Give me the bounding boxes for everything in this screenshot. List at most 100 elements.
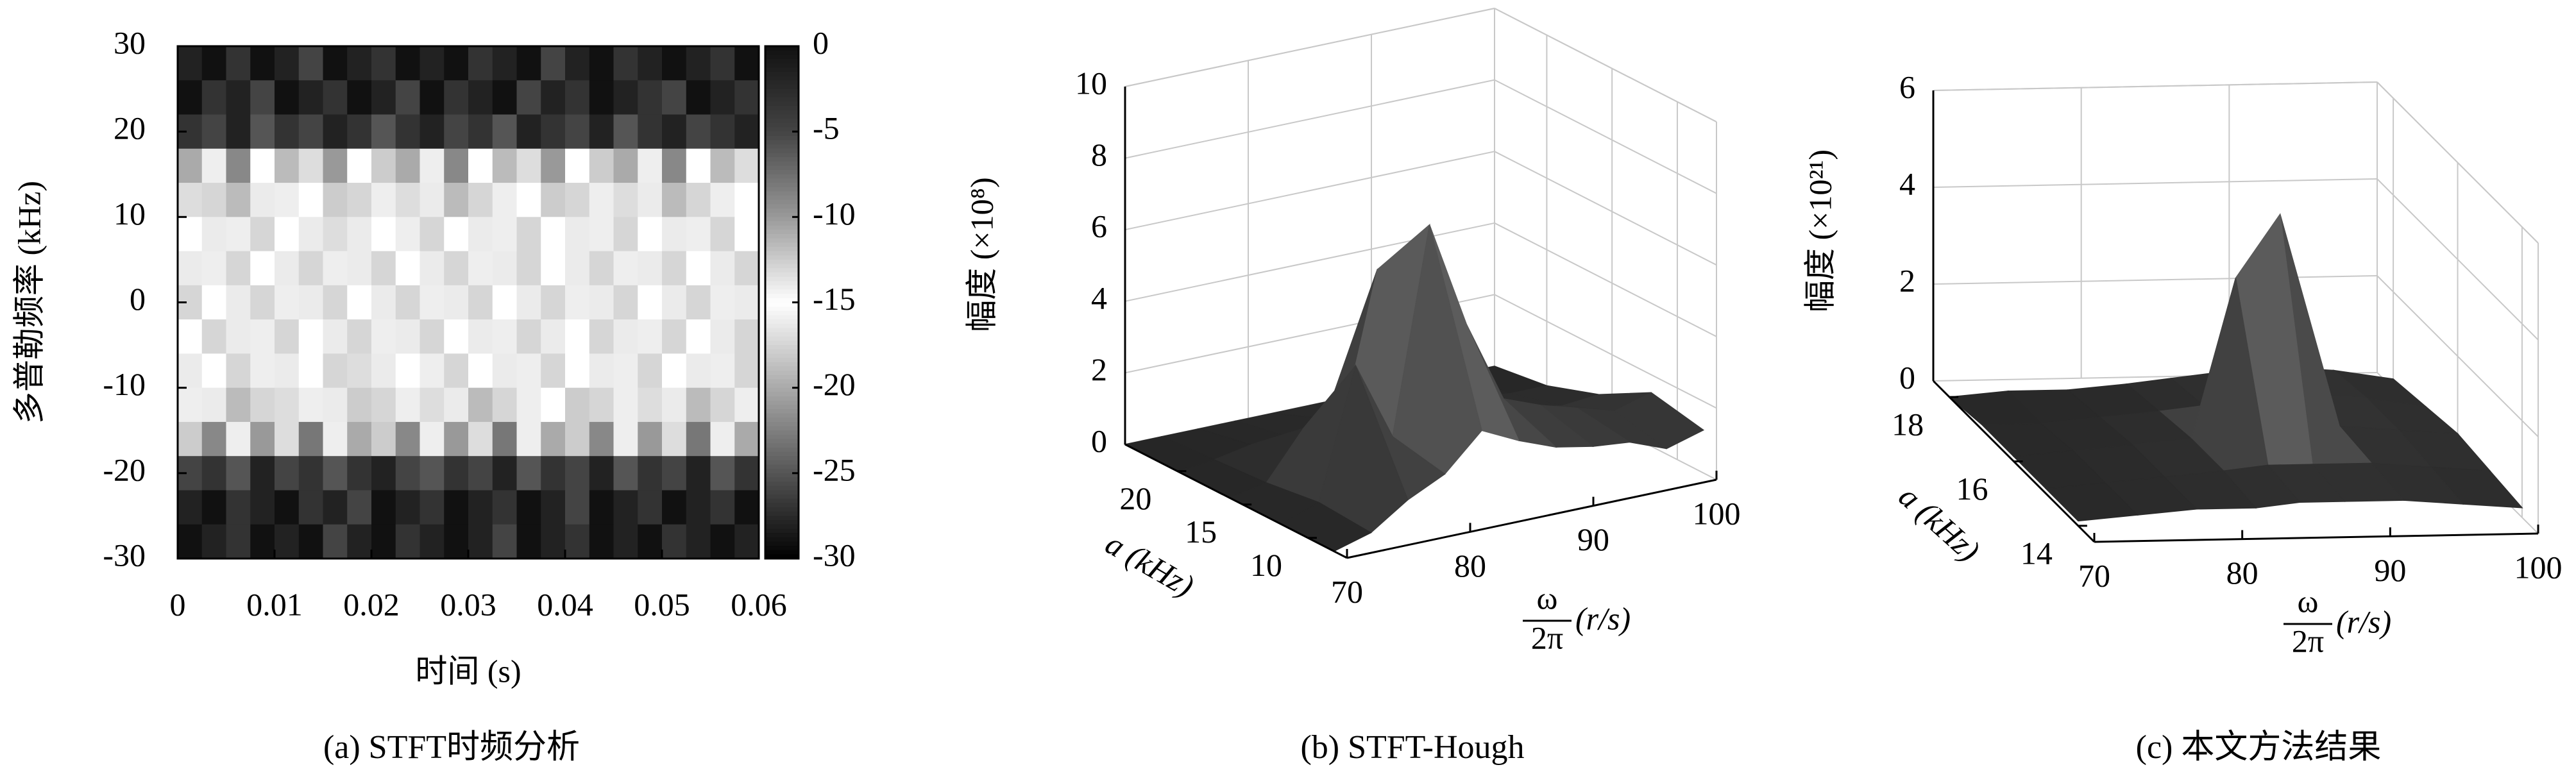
heatmap-cell xyxy=(201,114,227,149)
heatmap-cell xyxy=(444,524,469,559)
heatmap-cell xyxy=(541,319,566,354)
heatmap-cell xyxy=(371,251,396,286)
colorbar-segment xyxy=(765,345,799,350)
heatmap-cell xyxy=(541,456,566,491)
heatmap-cell xyxy=(250,183,275,217)
heatmap-cell xyxy=(662,183,687,217)
heatmap-cell xyxy=(686,285,711,320)
heatmap-cell xyxy=(395,217,421,252)
box-edge xyxy=(1494,8,1717,122)
y-tick-label: 15 xyxy=(1185,514,1217,550)
colorbar-segment xyxy=(765,178,799,183)
grid-line xyxy=(1494,222,1717,337)
heatmap-cell xyxy=(250,114,275,149)
heatmap-cell xyxy=(323,524,348,559)
heatmap-cell xyxy=(419,490,445,525)
heatmap-cell xyxy=(226,46,251,81)
colorbar-segment xyxy=(765,336,799,342)
heatmap-cell xyxy=(565,148,590,183)
colorbar-segment xyxy=(765,204,799,209)
heatmap-cell xyxy=(178,148,203,183)
heatmap-cell xyxy=(613,46,638,81)
heatmap-cell xyxy=(613,490,638,525)
heatmap-cell xyxy=(492,183,518,217)
colorbar-segment xyxy=(765,93,799,98)
heatmap-cell xyxy=(492,387,518,423)
heatmap-cell xyxy=(275,148,300,183)
heatmap-cell xyxy=(275,524,300,559)
box-edge xyxy=(1933,81,2378,91)
colorbar-segment xyxy=(765,153,799,158)
heatmap-cell xyxy=(419,114,445,149)
heatmap-cell xyxy=(250,387,275,423)
colorbar-segment xyxy=(765,84,799,90)
heatmap-cell xyxy=(444,285,469,320)
heatmap-cell xyxy=(201,285,227,320)
heatmap-cell xyxy=(298,80,324,115)
colorbar-tick-label: 0 xyxy=(813,24,829,60)
heatmap-cell xyxy=(347,148,372,183)
heatmap-cell xyxy=(468,217,493,252)
heatmap-cell xyxy=(419,353,445,389)
heatmap-cell xyxy=(347,353,372,389)
heatmap-cell xyxy=(686,387,711,423)
colorbar-segment xyxy=(765,417,799,423)
colorbar-segment xyxy=(765,358,799,363)
heatmap-cell xyxy=(710,114,735,149)
heatmap-cell xyxy=(541,524,566,559)
heatmap-cell xyxy=(638,285,663,320)
caption: (c) 本文方法结果 xyxy=(2136,729,2382,766)
heatmap-cell xyxy=(492,285,518,320)
heatmap-cell xyxy=(662,490,687,525)
heatmap-cell xyxy=(734,353,759,389)
colorbar-segment xyxy=(765,405,799,410)
heatmap-cell xyxy=(275,387,300,423)
heatmap-cell xyxy=(734,183,759,217)
heatmap-cell xyxy=(541,387,566,423)
colorbar-segment xyxy=(765,217,799,222)
heatmap-cell xyxy=(395,148,421,183)
x-tick-label: 0.03 xyxy=(440,586,496,622)
heatmap-cell xyxy=(734,251,759,286)
colorbar-segment xyxy=(765,281,799,286)
heatmap-cell xyxy=(178,80,203,115)
heatmap-cell xyxy=(347,251,372,286)
heatmap-cell xyxy=(275,490,300,525)
x-tick-label: 90 xyxy=(1577,521,1609,557)
x-tick-label: 80 xyxy=(2226,555,2258,591)
colorbar-segment xyxy=(765,246,799,252)
heatmap-cell xyxy=(347,114,372,149)
heatmap-cell xyxy=(419,217,445,252)
heatmap-cell xyxy=(298,319,324,354)
colorbar-segment xyxy=(765,106,799,111)
heatmap-cell xyxy=(444,456,469,491)
colorbar-segment xyxy=(765,122,799,128)
colorbar-segment xyxy=(765,225,799,230)
heatmap-cell xyxy=(638,80,663,115)
heatmap-cell xyxy=(565,456,590,491)
heatmap-cell xyxy=(492,148,518,183)
heatmap-cell xyxy=(468,319,493,354)
colorbar-segment xyxy=(765,135,799,141)
heatmap-cell xyxy=(710,456,735,491)
heatmap-cell xyxy=(395,353,421,389)
heatmap-cell xyxy=(638,387,663,423)
heatmap-cell xyxy=(662,251,687,286)
colorbar-segment xyxy=(765,157,799,162)
heatmap-cell xyxy=(444,490,469,525)
heatmap-cell xyxy=(589,524,614,559)
heatmap-cell xyxy=(638,319,663,354)
colorbar-segment xyxy=(765,97,799,103)
colorbar-segment xyxy=(765,268,799,273)
colorbar-segment xyxy=(765,469,799,474)
heatmap-cell xyxy=(662,80,687,115)
y-tick-label: -20 xyxy=(103,451,146,487)
heatmap-cell xyxy=(371,285,396,320)
colorbar-segment xyxy=(765,127,799,132)
heatmap-cell xyxy=(468,251,493,286)
x-axis-label: 时间 (s) xyxy=(415,653,521,689)
heatmap-cell xyxy=(298,490,324,525)
x-axis-label-unit: (r/s) xyxy=(1575,600,1631,636)
heatmap-cell xyxy=(275,456,300,491)
heatmap-cell xyxy=(347,319,372,354)
